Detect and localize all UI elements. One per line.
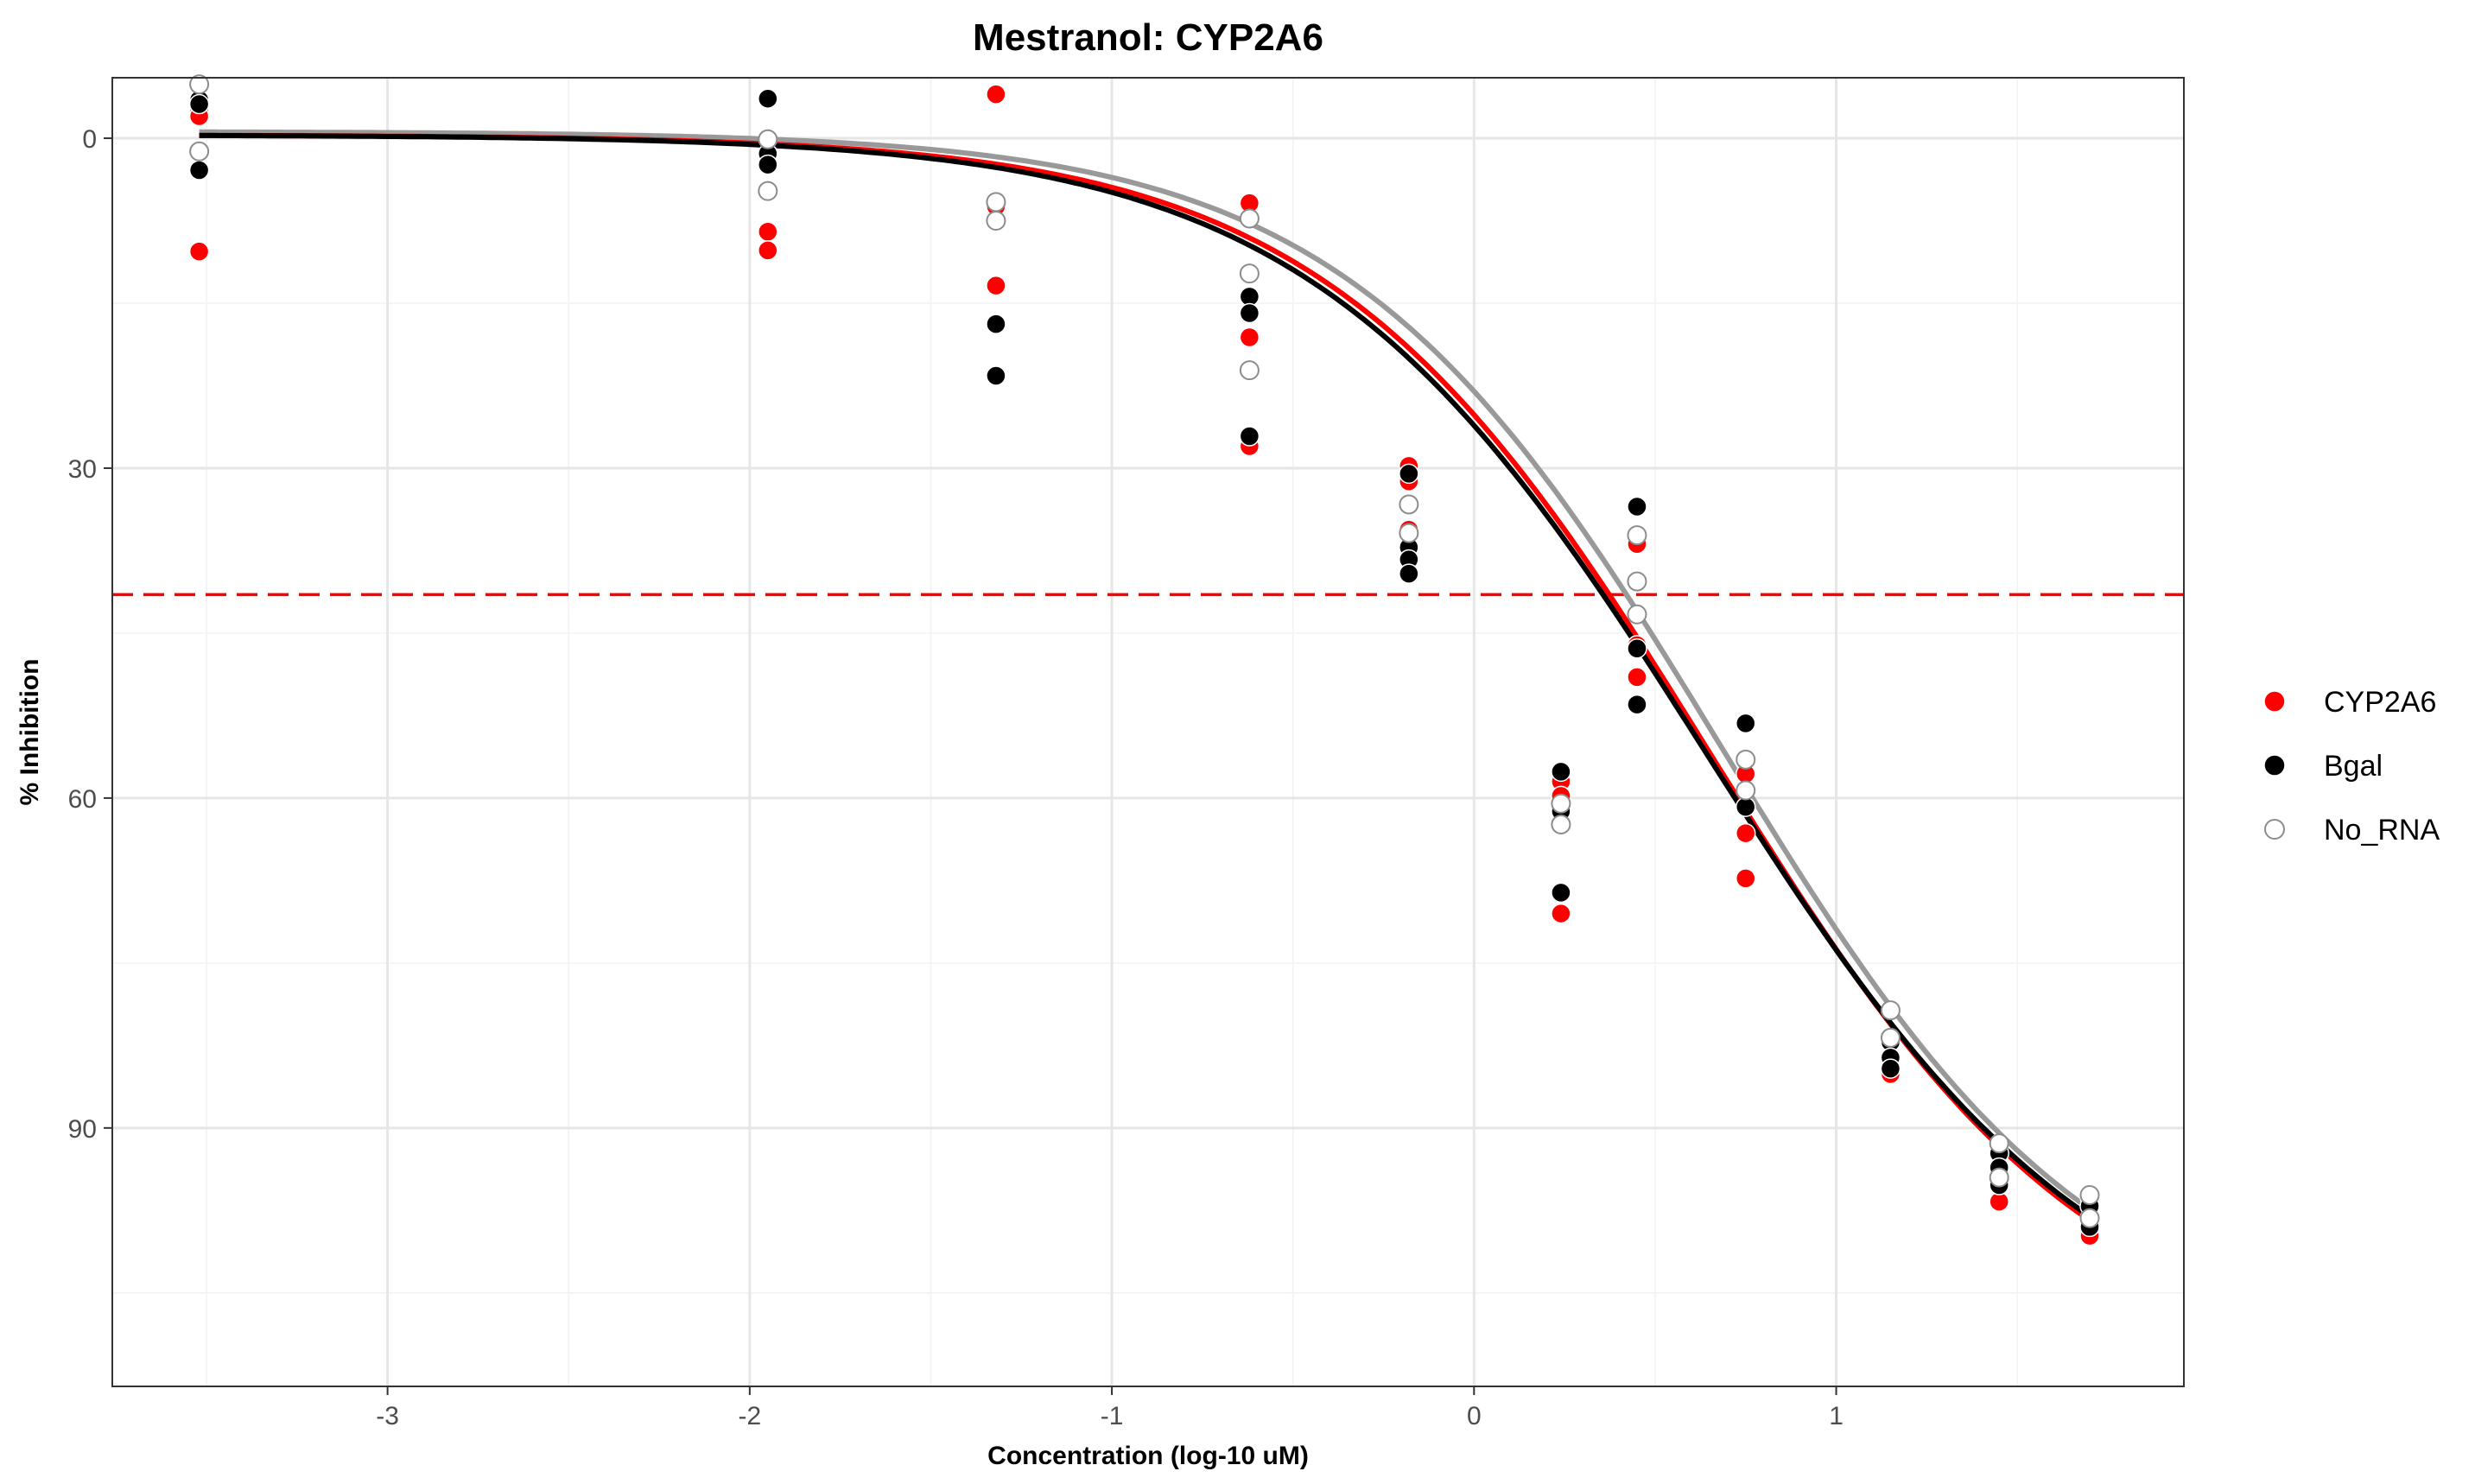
point-no-rna	[1880, 1000, 1901, 1021]
point-no-rna	[758, 181, 778, 201]
point-cyp2a6	[1735, 868, 1756, 889]
axis-ticks: -3 -2 -1 0 1 0 30 60 90	[68, 125, 1844, 1430]
fit-curve-no-rna	[199, 129, 2091, 1212]
legend: CYP2A6 Bgal No_RNA	[2263, 686, 2440, 847]
point-no-rna	[2079, 1208, 2100, 1228]
x-tick-label: 1	[1829, 1402, 1844, 1430]
point-cyp2a6	[986, 84, 1006, 105]
legend-label-no-rna: No_RNA	[2324, 814, 2440, 847]
point-bgal	[1551, 761, 1571, 783]
point-bgal	[986, 365, 1006, 386]
point-no-rna	[1551, 793, 1571, 814]
x-tick-label: 0	[1467, 1402, 1482, 1430]
legend-label-bgal: Bgal	[2324, 750, 2383, 783]
point-no-rna	[758, 129, 778, 149]
point-bgal	[1399, 563, 1419, 584]
fit-curves	[199, 129, 2091, 1223]
point-no-rna	[1989, 1167, 2009, 1188]
legend-key-cyp2a6	[2263, 690, 2286, 713]
point-cyp2a6	[188, 241, 210, 262]
x-tick-label: -2	[739, 1402, 762, 1430]
point-bgal	[1880, 1058, 1901, 1079]
point-no-rna	[1627, 525, 1647, 546]
point-bgal	[1239, 302, 1260, 324]
x-tick-label: -1	[1101, 1402, 1124, 1430]
point-no-rna	[189, 141, 210, 162]
point-cyp2a6	[1239, 327, 1260, 348]
chart-title: Mestranol: CYP2A6	[973, 16, 1323, 59]
point-no-rna	[1880, 1027, 1901, 1048]
point-bgal	[1627, 694, 1647, 715]
legend-key-no-rna	[2264, 819, 2285, 840]
point-no-rna	[1736, 780, 1756, 801]
point-cyp2a6	[758, 240, 778, 261]
point-bgal	[1551, 882, 1571, 904]
point-cyp2a6	[1627, 667, 1647, 688]
point-no-rna	[1627, 604, 1647, 625]
fit-curve-bgal	[199, 132, 2091, 1219]
grid	[112, 78, 2184, 1386]
y-tick-label: 90	[68, 1115, 97, 1144]
point-no-rna	[1239, 263, 1260, 284]
point-cyp2a6	[1551, 903, 1571, 924]
legend-key-bgal	[2263, 754, 2286, 777]
point-no-rna	[1239, 208, 1260, 229]
point-bgal	[1627, 637, 1647, 659]
x-axis-title: Concentration (log-10 uM)	[987, 1442, 1309, 1470]
y-axis-title: % Inhibition	[16, 659, 44, 806]
point-bgal	[1627, 496, 1647, 517]
point-bgal	[1239, 426, 1260, 447]
point-cyp2a6	[1735, 822, 1756, 844]
y-tick-label: 60	[68, 785, 97, 814]
point-no-rna	[1627, 571, 1647, 592]
point-bgal	[188, 160, 210, 181]
point-no-rna	[986, 192, 1006, 212]
y-tick-label: 0	[82, 125, 97, 154]
point-bgal	[1735, 713, 1756, 734]
y-tick-label: 30	[68, 455, 97, 484]
point-bgal	[758, 88, 778, 109]
panel-border	[111, 77, 2185, 1387]
point-bgal	[188, 93, 210, 115]
point-no-rna	[1399, 494, 1419, 515]
point-bgal	[1399, 463, 1419, 485]
point-no-rna	[1239, 360, 1260, 381]
legend-label-cyp2a6: CYP2A6	[2324, 686, 2436, 719]
point-cyp2a6	[758, 221, 778, 242]
point-no-rna	[1989, 1133, 2009, 1154]
point-no-rna	[986, 211, 1006, 231]
point-no-rna	[1736, 749, 1756, 770]
point-bgal	[986, 314, 1006, 334]
point-no-rna	[2079, 1184, 2100, 1205]
point-no-rna	[189, 74, 210, 95]
point-no-rna	[1399, 523, 1419, 543]
point-bgal	[758, 154, 778, 175]
x-tick-label: -3	[376, 1402, 399, 1430]
point-no-rna	[1551, 814, 1571, 834]
point-cyp2a6	[986, 275, 1006, 296]
data-points	[188, 74, 2100, 1246]
